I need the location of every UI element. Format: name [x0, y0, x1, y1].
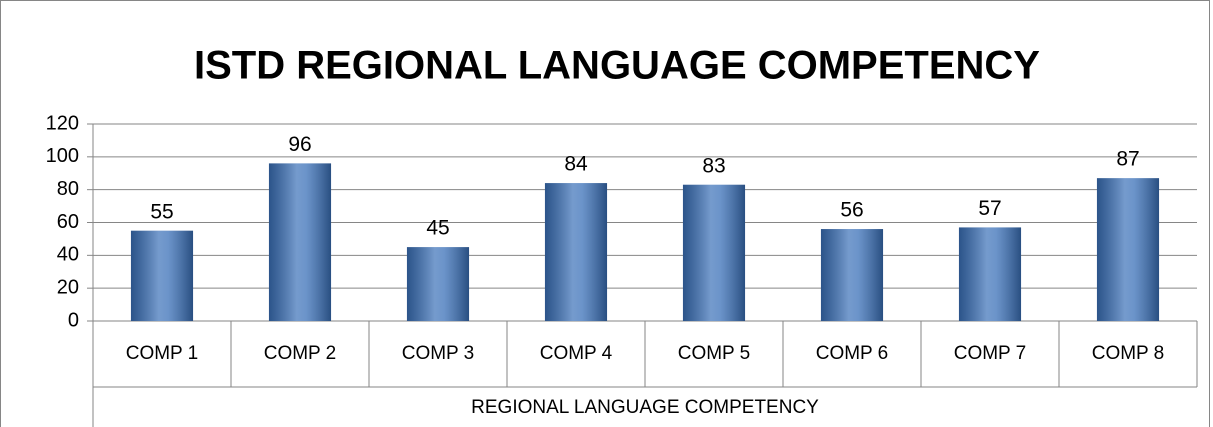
- x-tick-label: COMP 8: [1092, 343, 1165, 364]
- value-label: 56: [840, 199, 863, 222]
- value-label: 45: [426, 217, 449, 240]
- value-label: 83: [702, 154, 725, 177]
- x-tick-label: COMP 3: [402, 343, 475, 364]
- x-tick-label: COMP 5: [678, 343, 751, 364]
- bar-shine: [1096, 178, 1160, 321]
- y-tick-label: 20: [57, 276, 79, 298]
- x-axis-label: REGIONAL LANGUAGE COMPETENCY: [471, 397, 819, 418]
- value-label: 57: [978, 197, 1001, 220]
- bar-shine: [682, 184, 746, 321]
- y-tick-label: 0: [68, 309, 79, 331]
- value-label: 55: [150, 200, 173, 223]
- bar-shine: [130, 230, 194, 321]
- x-tick-label: COMP 6: [816, 343, 889, 364]
- value-label: 96: [288, 133, 311, 156]
- value-label: 87: [1116, 148, 1139, 171]
- y-tick-label: 100: [46, 145, 79, 167]
- bar-shine: [820, 229, 884, 321]
- x-tick-label: COMP 4: [540, 343, 613, 364]
- chart-title: ISTD REGIONAL LANGUAGE COMPETENCY: [194, 44, 1040, 88]
- x-tick-label: COMP 1: [126, 343, 199, 364]
- bar-shine: [406, 247, 470, 321]
- y-tick-label: 120: [46, 112, 79, 134]
- x-tick-label: COMP 7: [954, 343, 1027, 364]
- bar-shine: [958, 227, 1022, 321]
- bar-shine: [268, 163, 332, 321]
- y-tick-label: 60: [57, 211, 79, 233]
- value-label: 84: [564, 153, 588, 176]
- y-tick-label: 80: [57, 178, 79, 200]
- x-tick-label: COMP 2: [264, 343, 337, 364]
- bar-shine: [544, 183, 608, 321]
- y-tick-label: 40: [57, 244, 79, 266]
